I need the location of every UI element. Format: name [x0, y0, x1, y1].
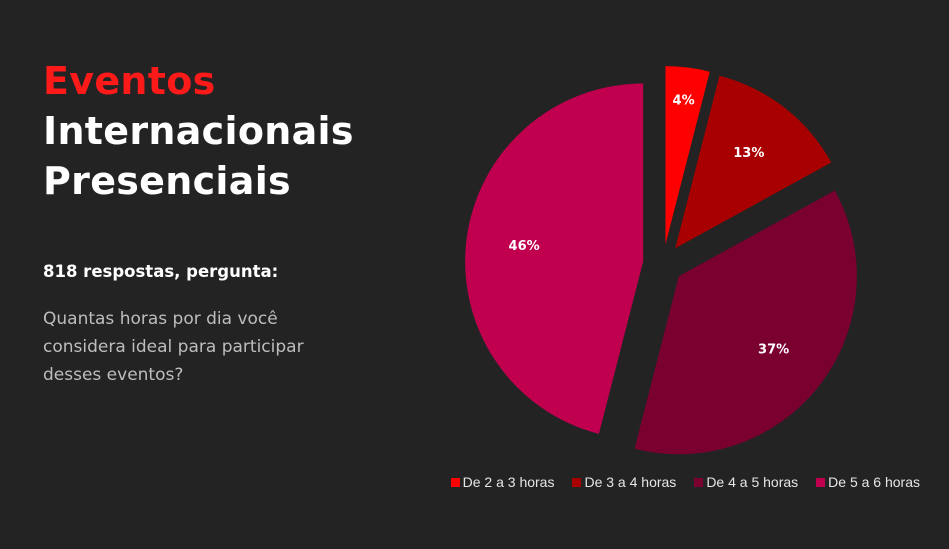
pie-slice — [634, 190, 857, 455]
legend-swatch — [816, 477, 826, 487]
legend-label: De 4 a 5 horas — [706, 474, 799, 490]
slice-data-label: 46% — [509, 239, 540, 254]
chart-legend: De 2 a 3 horas De 3 a 4 horas De 4 a 5 h… — [450, 474, 920, 490]
legend-swatch — [450, 477, 460, 487]
slice-data-label: 37% — [758, 342, 789, 357]
legend-swatch — [572, 477, 582, 487]
legend-item: De 4 a 5 horas — [694, 474, 798, 490]
legend-item: De 3 a 4 horas — [572, 474, 676, 490]
legend-swatch — [694, 477, 704, 487]
title-line-3: Presenciais — [43, 159, 291, 203]
pie-slice — [675, 75, 832, 249]
legend-label: De 5 a 6 horas — [828, 474, 920, 490]
pie-slice — [465, 83, 644, 434]
legend-label: De 3 a 4 horas — [584, 474, 677, 490]
question-line: considera ideal para participar — [43, 337, 304, 357]
legend-label: De 2 a 3 horas — [462, 474, 555, 490]
pie-slice — [665, 66, 710, 245]
legend-item: De 5 a 6 horas — [816, 474, 920, 490]
slice-data-label: 4% — [673, 94, 695, 109]
title-accent-word: Eventos — [43, 59, 216, 103]
legend-item: De 2 a 3 horas — [450, 474, 555, 490]
slice-data-label: 13% — [733, 146, 764, 161]
responses-count: 818 respostas, pergunta: — [43, 262, 279, 281]
survey-question: Quantas horas por dia você considera ide… — [43, 305, 343, 389]
title-line-2: Internacionais — [43, 109, 354, 153]
question-line: Quantas horas por dia você — [43, 309, 278, 329]
page-title: Eventos Internacionais Presenciais — [43, 56, 443, 206]
question-line: desses eventos? — [43, 365, 184, 385]
